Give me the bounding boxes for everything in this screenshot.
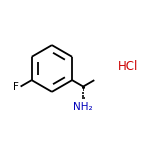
Text: NH₂: NH₂ <box>73 102 93 112</box>
Text: HCl: HCl <box>118 60 138 73</box>
Text: F: F <box>13 81 19 92</box>
